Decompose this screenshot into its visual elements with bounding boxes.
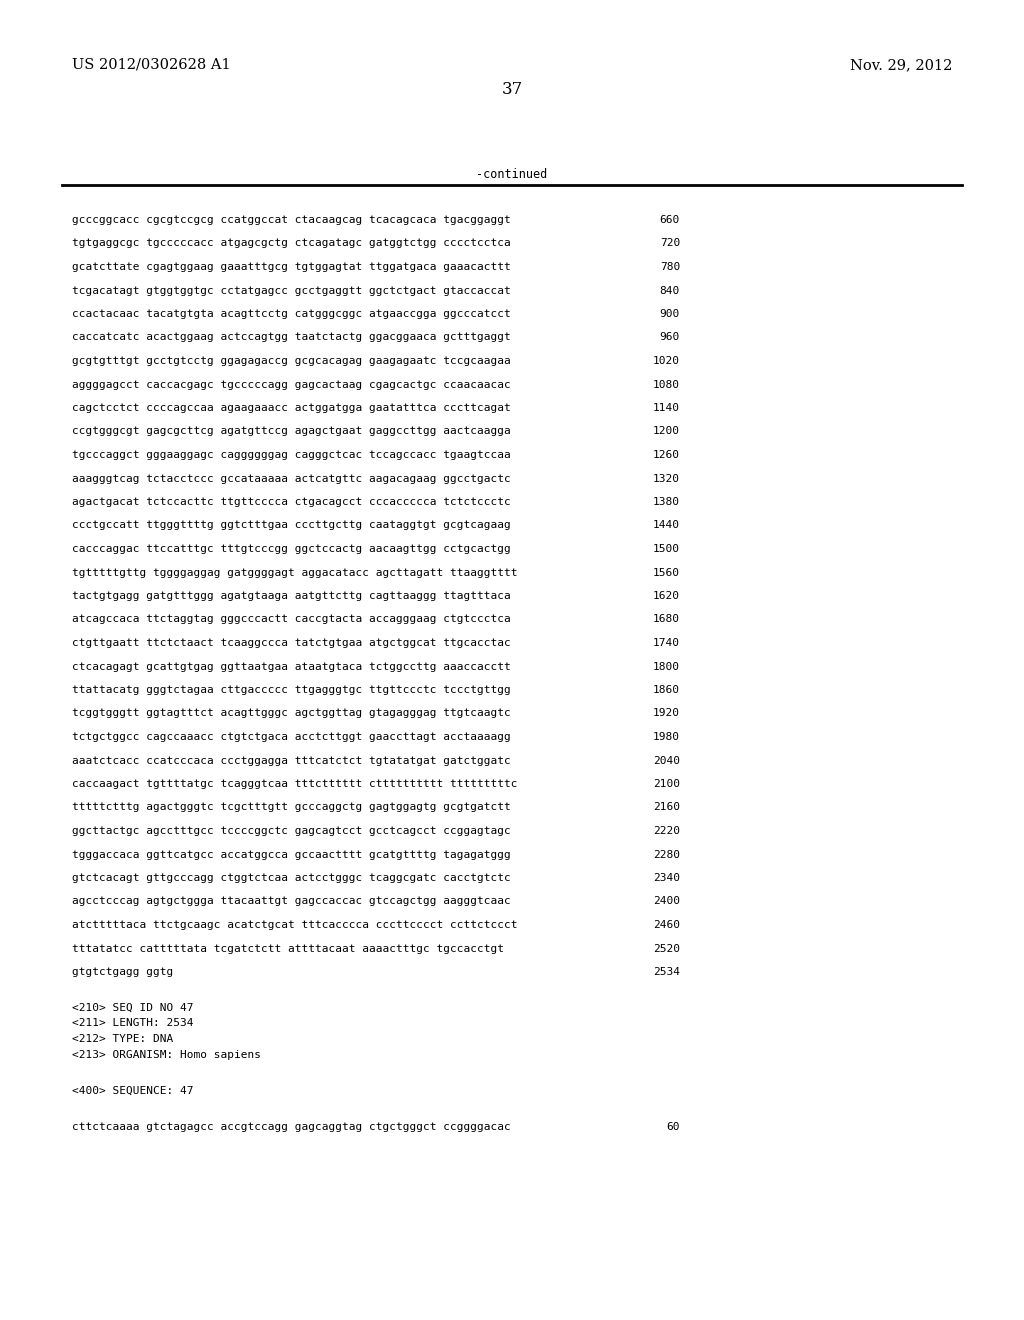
Text: gcatcttate cgagtggaag gaaatttgcg tgtggagtat ttggatgaca gaaacacttt: gcatcttate cgagtggaag gaaatttgcg tgtggag… bbox=[72, 261, 511, 272]
Text: 2160: 2160 bbox=[653, 803, 680, 813]
Text: 1800: 1800 bbox=[653, 661, 680, 672]
Text: aaatctcacc ccatcccaca ccctggagga tttcatctct tgtatatgat gatctggatc: aaatctcacc ccatcccaca ccctggagga tttcatc… bbox=[72, 755, 511, 766]
Text: tcgacatagt gtggtggtgc cctatgagcc gcctgaggtt ggctctgact gtaccaccat: tcgacatagt gtggtggtgc cctatgagcc gcctgag… bbox=[72, 285, 511, 296]
Text: tttatatcc catttttata tcgatctctt attttacaat aaaactttgc tgccacctgt: tttatatcc catttttata tcgatctctt attttaca… bbox=[72, 944, 504, 953]
Text: 720: 720 bbox=[659, 239, 680, 248]
Text: 660: 660 bbox=[659, 215, 680, 224]
Text: <213> ORGANISM: Homo sapiens: <213> ORGANISM: Homo sapiens bbox=[72, 1051, 261, 1060]
Text: ccactacaac tacatgtgta acagttcctg catgggcggc atgaaccgga ggcccatcct: ccactacaac tacatgtgta acagttcctg catgggc… bbox=[72, 309, 511, 319]
Text: -continued: -continued bbox=[476, 169, 548, 181]
Text: 840: 840 bbox=[659, 285, 680, 296]
Text: 1440: 1440 bbox=[653, 520, 680, 531]
Text: ctgttgaatt ttctctaact tcaaggccca tatctgtgaa atgctggcat ttgcacctac: ctgttgaatt ttctctaact tcaaggccca tatctgt… bbox=[72, 638, 511, 648]
Text: tctgctggcc cagccaaacc ctgtctgaca acctcttggt gaaccttagt acctaaaagg: tctgctggcc cagccaaacc ctgtctgaca acctctt… bbox=[72, 733, 511, 742]
Text: 37: 37 bbox=[502, 82, 522, 99]
Text: 2400: 2400 bbox=[653, 896, 680, 907]
Text: caccatcatc acactggaag actccagtgg taatctactg ggacggaaca gctttgaggt: caccatcatc acactggaag actccagtgg taatcta… bbox=[72, 333, 511, 342]
Text: 2220: 2220 bbox=[653, 826, 680, 836]
Text: cagctcctct ccccagccaa agaagaaacc actggatgga gaatatttca cccttcagat: cagctcctct ccccagccaa agaagaaacc actggat… bbox=[72, 403, 511, 413]
Text: tgtgaggcgc tgcccccacc atgagcgctg ctcagatagc gatggtctgg cccctcctca: tgtgaggcgc tgcccccacc atgagcgctg ctcagat… bbox=[72, 239, 511, 248]
Text: gtctcacagt gttgcccagg ctggtctcaa actcctgggc tcaggcgatc cacctgtctc: gtctcacagt gttgcccagg ctggtctcaa actcctg… bbox=[72, 873, 511, 883]
Text: ggcttactgc agcctttgcc tccccggctc gagcagtcct gcctcagcct ccggagtagc: ggcttactgc agcctttgcc tccccggctc gagcagt… bbox=[72, 826, 511, 836]
Text: tttttctttg agactgggtc tcgctttgtt gcccaggctg gagtggagtg gcgtgatctt: tttttctttg agactgggtc tcgctttgtt gcccagg… bbox=[72, 803, 511, 813]
Text: aaagggtcag tctacctccc gccataaaaa actcatgttc aagacagaag ggcctgactc: aaagggtcag tctacctccc gccataaaaa actcatg… bbox=[72, 474, 511, 483]
Text: 60: 60 bbox=[667, 1122, 680, 1131]
Text: caccaagact tgttttatgc tcagggtcaa tttctttttt ctttttttttt tttttttttc: caccaagact tgttttatgc tcagggtcaa tttcttt… bbox=[72, 779, 517, 789]
Text: 960: 960 bbox=[659, 333, 680, 342]
Text: agcctcccag agtgctggga ttacaattgt gagccaccac gtccagctgg aagggtcaac: agcctcccag agtgctggga ttacaattgt gagccac… bbox=[72, 896, 511, 907]
Text: 1500: 1500 bbox=[653, 544, 680, 554]
Text: 1380: 1380 bbox=[653, 498, 680, 507]
Text: 2040: 2040 bbox=[653, 755, 680, 766]
Text: <210> SEQ ID NO 47: <210> SEQ ID NO 47 bbox=[72, 1002, 194, 1012]
Text: tgcccaggct gggaaggagc caggggggag cagggctcac tccagccacc tgaagtccaa: tgcccaggct gggaaggagc caggggggag cagggct… bbox=[72, 450, 511, 459]
Text: 1140: 1140 bbox=[653, 403, 680, 413]
Text: 780: 780 bbox=[659, 261, 680, 272]
Text: 2280: 2280 bbox=[653, 850, 680, 859]
Text: US 2012/0302628 A1: US 2012/0302628 A1 bbox=[72, 58, 230, 73]
Text: ccctgccatt ttgggttttg ggtctttgaa cccttgcttg caataggtgt gcgtcagaag: ccctgccatt ttgggttttg ggtctttgaa cccttgc… bbox=[72, 520, 511, 531]
Text: Nov. 29, 2012: Nov. 29, 2012 bbox=[850, 58, 952, 73]
Text: 1080: 1080 bbox=[653, 380, 680, 389]
Text: 1680: 1680 bbox=[653, 615, 680, 624]
Text: 1860: 1860 bbox=[653, 685, 680, 696]
Text: 1020: 1020 bbox=[653, 356, 680, 366]
Text: 1560: 1560 bbox=[653, 568, 680, 578]
Text: 2340: 2340 bbox=[653, 873, 680, 883]
Text: tactgtgagg gatgtttggg agatgtaaga aatgttcttg cagttaaggg ttagtttaca: tactgtgagg gatgtttggg agatgtaaga aatgttc… bbox=[72, 591, 511, 601]
Text: agactgacat tctccacttc ttgttcccca ctgacagcct cccaccccca tctctccctc: agactgacat tctccacttc ttgttcccca ctgacag… bbox=[72, 498, 511, 507]
Text: tcggtgggtt ggtagtttct acagttgggc agctggttag gtagagggag ttgtcaagtc: tcggtgggtt ggtagtttct acagttgggc agctggt… bbox=[72, 709, 511, 718]
Text: 2520: 2520 bbox=[653, 944, 680, 953]
Text: ttattacatg gggtctagaa cttgaccccc ttgagggtgc ttgttccctc tccctgttgg: ttattacatg gggtctagaa cttgaccccc ttgaggg… bbox=[72, 685, 511, 696]
Text: tgtttttgttg tggggaggag gatggggagt aggacatacc agcttagatt ttaaggtttt: tgtttttgttg tggggaggag gatggggagt aggaca… bbox=[72, 568, 517, 578]
Text: 2460: 2460 bbox=[653, 920, 680, 931]
Text: 2100: 2100 bbox=[653, 779, 680, 789]
Text: aggggagcct caccacgagc tgcccccagg gagcactaag cgagcactgc ccaacaacac: aggggagcct caccacgagc tgcccccagg gagcact… bbox=[72, 380, 511, 389]
Text: 1620: 1620 bbox=[653, 591, 680, 601]
Text: 2534: 2534 bbox=[653, 968, 680, 977]
Text: 1200: 1200 bbox=[653, 426, 680, 437]
Text: atcagccaca ttctaggtag gggcccactt caccgtacta accagggaag ctgtccctca: atcagccaca ttctaggtag gggcccactt caccgta… bbox=[72, 615, 511, 624]
Text: gtgtctgagg ggtg: gtgtctgagg ggtg bbox=[72, 968, 173, 977]
Text: ccgtgggcgt gagcgcttcg agatgttccg agagctgaat gaggccttgg aactcaagga: ccgtgggcgt gagcgcttcg agatgttccg agagctg… bbox=[72, 426, 511, 437]
Text: <212> TYPE: DNA: <212> TYPE: DNA bbox=[72, 1035, 173, 1044]
Text: 1920: 1920 bbox=[653, 709, 680, 718]
Text: gcgtgtttgt gcctgtcctg ggagagaccg gcgcacagag gaagagaatc tccgcaagaa: gcgtgtttgt gcctgtcctg ggagagaccg gcgcaca… bbox=[72, 356, 511, 366]
Text: <211> LENGTH: 2534: <211> LENGTH: 2534 bbox=[72, 1019, 194, 1028]
Text: atctttttaca ttctgcaagc acatctgcat tttcacccca cccttcccct ccttctccct: atctttttaca ttctgcaagc acatctgcat tttcac… bbox=[72, 920, 517, 931]
Text: tgggaccaca ggttcatgcc accatggcca gccaactttt gcatgttttg tagagatggg: tgggaccaca ggttcatgcc accatggcca gccaact… bbox=[72, 850, 511, 859]
Text: 1320: 1320 bbox=[653, 474, 680, 483]
Text: 1260: 1260 bbox=[653, 450, 680, 459]
Text: cacccaggac ttccatttgc tttgtcccgg ggctccactg aacaagttgg cctgcactgg: cacccaggac ttccatttgc tttgtcccgg ggctcca… bbox=[72, 544, 511, 554]
Text: <400> SEQUENCE: 47: <400> SEQUENCE: 47 bbox=[72, 1086, 194, 1096]
Text: gcccggcacc cgcgtccgcg ccatggccat ctacaagcag tcacagcaca tgacggaggt: gcccggcacc cgcgtccgcg ccatggccat ctacaag… bbox=[72, 215, 511, 224]
Text: ctcacagagt gcattgtgag ggttaatgaa ataatgtaca tctggccttg aaaccacctt: ctcacagagt gcattgtgag ggttaatgaa ataatgt… bbox=[72, 661, 511, 672]
Text: 1740: 1740 bbox=[653, 638, 680, 648]
Text: 900: 900 bbox=[659, 309, 680, 319]
Text: 1980: 1980 bbox=[653, 733, 680, 742]
Text: cttctcaaaa gtctagagcc accgtccagg gagcaggtag ctgctgggct ccggggacac: cttctcaaaa gtctagagcc accgtccagg gagcagg… bbox=[72, 1122, 511, 1131]
